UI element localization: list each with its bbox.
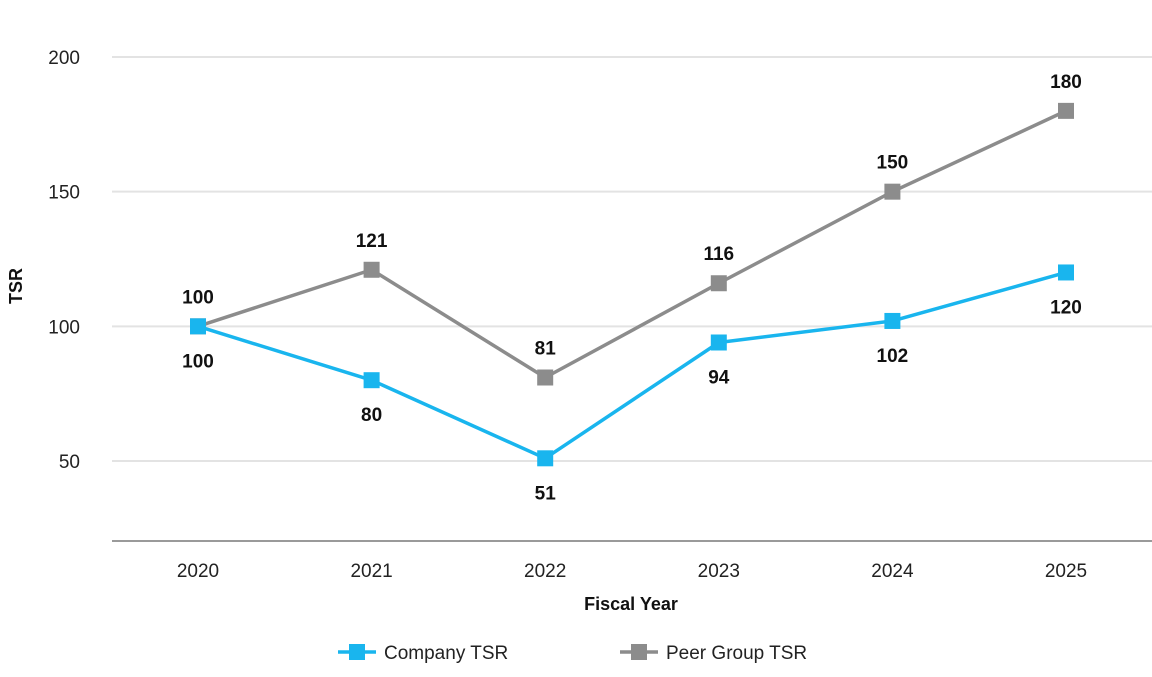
series-marker (190, 318, 206, 335)
data-label: 121 (356, 231, 388, 252)
data-label: 150 (877, 153, 909, 174)
grid-layer (112, 56, 1152, 462)
x-tick-label: 2022 (524, 561, 566, 582)
series-marker (363, 372, 380, 389)
series-marker (710, 334, 727, 351)
series-line (197, 109, 1067, 380)
data-label: 100 (182, 287, 214, 308)
x-axis-title: Fiscal Year (584, 594, 678, 614)
series-marker (1058, 264, 1074, 281)
y-tick-label: 50 (59, 452, 80, 473)
legend-label: Peer Group TSR (666, 643, 807, 664)
legend-marker (349, 644, 365, 660)
axis-layer: 50 100 150 200 2020 2021 2022 2023 2024 2025 (48, 48, 1152, 582)
x-tick-label: 2020 (177, 561, 219, 582)
series-marker (884, 312, 901, 329)
data-label: 81 (535, 339, 557, 360)
y-tick-label: 200 (48, 48, 80, 69)
x-tick-label: 2023 (698, 561, 740, 582)
series-marker (710, 275, 727, 292)
y-tick-label: 100 (48, 317, 80, 338)
series-marker (363, 261, 380, 278)
series-marker (884, 183, 901, 200)
series-layer (190, 102, 1074, 467)
label-layer: 100 80 51 94 102 120 100 121 81 116 150 180 (182, 72, 1082, 504)
data-label: 120 (1050, 297, 1082, 318)
legend-marker (631, 644, 647, 660)
series-marker (537, 450, 554, 467)
legend-label: Company TSR (384, 643, 508, 664)
series-line (197, 270, 1067, 461)
data-label: 102 (877, 346, 909, 367)
data-label: 94 (708, 367, 730, 388)
data-label: 180 (1050, 72, 1082, 93)
x-tick-label: 2021 (350, 561, 392, 582)
data-label: 80 (361, 405, 382, 426)
data-label: 100 (182, 351, 214, 372)
x-tick-label: 2024 (871, 561, 914, 582)
y-axis-title: TSR (6, 268, 26, 304)
y-tick-label: 150 (48, 183, 80, 204)
data-label: 51 (535, 483, 557, 504)
x-tick-label: 2025 (1045, 561, 1087, 582)
series-marker (537, 369, 554, 386)
series-marker (1058, 102, 1074, 119)
legend: Company TSR Peer Group TSR (338, 643, 807, 664)
data-label: 116 (703, 244, 734, 265)
